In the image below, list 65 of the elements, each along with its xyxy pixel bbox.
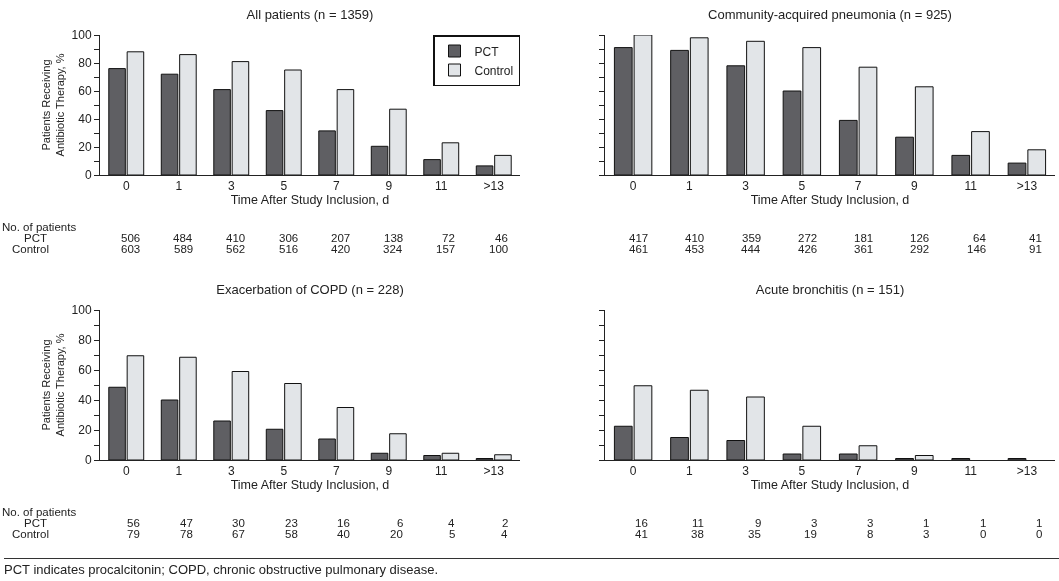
x-tick-label: 9	[385, 464, 393, 479]
chart-title: Community-acquired pneumonia (n = 925)	[708, 7, 952, 23]
y-axis-title: Patients Receiving Antibiotic Therapy, %	[39, 333, 67, 437]
text: 461 453 444 426 361 292 146 91	[629, 243, 1042, 255]
y-tick-label: 0	[84, 168, 92, 183]
x-tick-label: 1	[175, 464, 183, 479]
x-tick-label: 11	[435, 179, 448, 194]
x-tick-label: 11	[964, 464, 978, 479]
legend-label: PCT	[474, 44, 500, 59]
x-tick-label: 5	[798, 464, 806, 479]
text: No. of patients	[2, 221, 77, 233]
text: 417 410 359 272 181 126 64 41	[629, 232, 1042, 244]
x-tick-label: 7	[332, 464, 340, 479]
x-tick-label: 3	[227, 464, 235, 479]
y-tick-label: 20	[78, 140, 92, 155]
x-tick-label: 5	[798, 179, 806, 194]
y-tick-label: 100	[71, 28, 92, 43]
legend-label: Control	[474, 63, 514, 78]
x-tick-label: 7	[854, 179, 862, 194]
text: PCT indicates procalcitonin; COPD, chronic obstructive pulmonary disease.	[4, 558, 1059, 577]
x-tick-label: 3	[742, 179, 750, 194]
x-tick-label: 7	[854, 464, 862, 479]
x-tick-label: 1	[686, 464, 694, 479]
chart-title: Exacerbation of COPD (n = 228)	[216, 282, 404, 298]
text: Control 79 78 67 58 40 20 5 4	[12, 528, 508, 540]
x-axis-title: Time After Study Inclusion, d	[750, 478, 910, 493]
y-tick-label: 20	[78, 423, 92, 438]
text: No. of patients	[2, 506, 77, 518]
x-tick-label: 11	[964, 179, 978, 194]
y-tick-label: 80	[78, 333, 92, 348]
y-tick-label: 40	[78, 393, 92, 408]
x-tick-label: 0	[122, 179, 130, 194]
x-tick-label: 5	[280, 179, 288, 194]
x-tick-label: 11	[435, 464, 448, 479]
y-tick-label: 60	[78, 363, 92, 378]
y-tick-label: 100	[71, 303, 92, 318]
y-axis-title: Patients Receiving Antibiotic Therapy, %	[39, 53, 67, 157]
x-tick-label: 1	[686, 179, 694, 194]
x-tick-label: 9	[385, 179, 393, 194]
x-tick-label: 1	[175, 179, 183, 194]
x-tick-label: >13	[483, 179, 505, 194]
x-axis-title: Time After Study Inclusion, d	[750, 193, 910, 208]
x-tick-label: 3	[227, 179, 235, 194]
x-tick-label: 0	[629, 179, 637, 194]
x-axis-title: Time After Study Inclusion, d	[230, 478, 390, 493]
x-tick-label: 3	[742, 464, 750, 479]
text: Control 603 589 562 516 420 324 157 100	[12, 243, 509, 255]
x-tick-label: 0	[629, 464, 637, 479]
x-tick-label: 9	[911, 179, 919, 194]
text: 41 38 35 19 8 3 0 0	[635, 528, 1043, 540]
y-tick-label: 40	[78, 112, 92, 127]
x-tick-label: >13	[1016, 179, 1038, 194]
x-axis-title: Time After Study Inclusion, d	[230, 193, 390, 208]
y-tick-label: 60	[78, 84, 92, 99]
chart-title: Acute bronchitis (n = 151)	[755, 282, 905, 298]
text: 16 11 9 3 3 1 1 1	[635, 517, 1043, 529]
x-tick-label: 7	[332, 179, 340, 194]
chart-title: All patients (n = 1359)	[246, 7, 374, 23]
y-tick-label: 80	[78, 56, 92, 71]
x-tick-label: 0	[122, 464, 130, 479]
x-tick-label: 5	[280, 464, 288, 479]
x-tick-label: 9	[911, 464, 919, 479]
x-tick-label: >13	[1016, 464, 1038, 479]
x-tick-label: >13	[483, 464, 505, 479]
y-tick-label: 0	[84, 453, 92, 468]
